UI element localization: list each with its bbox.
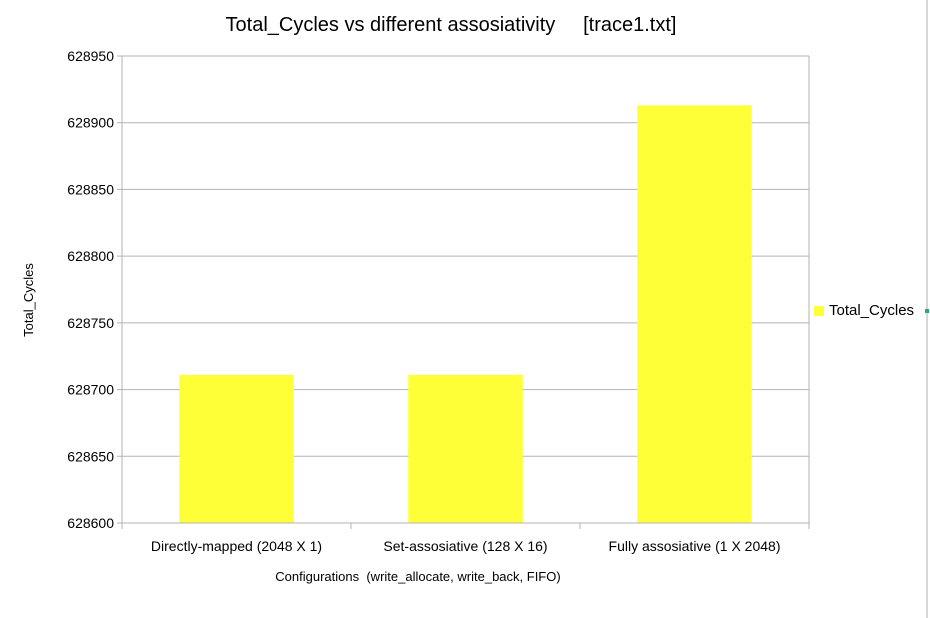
axes [117,56,810,529]
bar [637,105,752,524]
y-tick-label: 628900 [67,115,114,131]
window-edge-marker [925,309,929,313]
bar [179,374,294,523]
x-tick-label: Fully assosiative (1 X 2048) [609,538,781,554]
x-tick-label: Directly-mapped (2048 X 1) [151,538,322,554]
bar [408,374,523,523]
y-tick-label: 628700 [67,382,114,398]
x-axis-label: Configurations (write_allocate, write_ba… [275,569,560,584]
y-tick-label: 628800 [67,248,114,264]
x-tick-labels: Directly-mapped (2048 X 1) Set-assosiativ… [151,538,781,554]
chart-title: Total_Cycles vs different assosiativity … [226,14,677,36]
y-tick-label: 628650 [67,448,114,464]
legend: Total_Cycles [814,302,914,319]
y-axis-label: Total_Cycles [21,263,36,337]
legend-swatch [814,305,824,316]
legend-label: Total_Cycles [829,302,915,319]
y-tick-label: 628750 [67,315,114,331]
y-tick-labels: 628600 628650 628700 628750 628800 628850 6289… [67,48,114,531]
bars [179,105,752,524]
x-tick-label: Set-assosiative (128 X 16) [383,538,547,554]
y-tick-label: 628600 [67,515,114,531]
y-tick-label: 628950 [67,48,114,64]
y-tick-label: 628850 [67,181,114,197]
